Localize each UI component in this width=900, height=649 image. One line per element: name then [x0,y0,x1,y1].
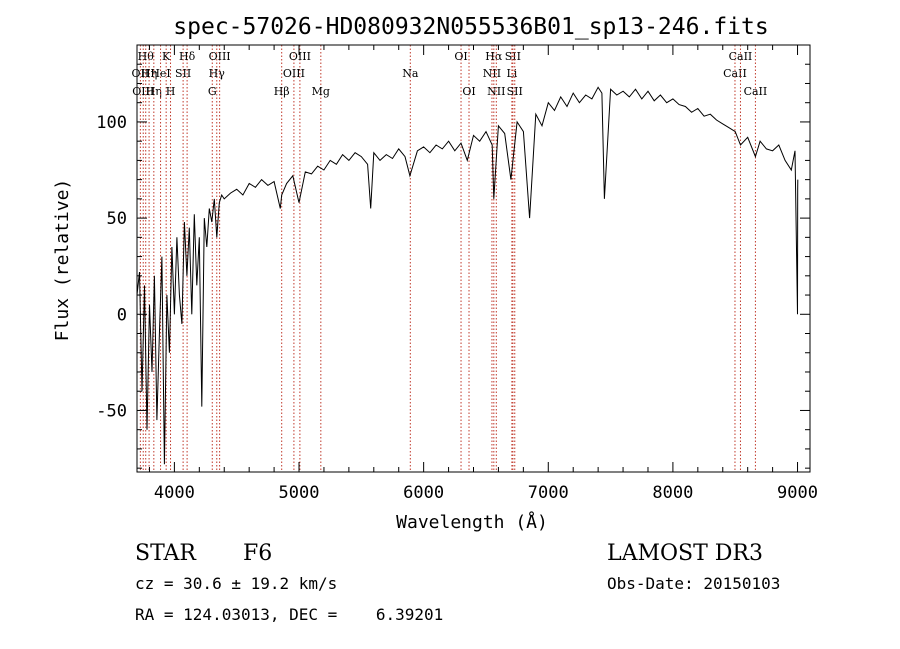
spectral-line-label: SII [175,67,191,80]
spectral-line-label: Hβ [274,85,290,98]
plot-frame [136,44,811,473]
object-class: STAR [135,541,197,566]
spectral-line-label: SII [505,50,521,63]
y-tick-label: 50 [107,209,127,229]
spectral-line-label: HeI [150,67,170,80]
spectral-line-label: CaII [744,85,768,98]
x-tick-label: 9000 [777,483,818,503]
coordinates: RA = 124.03013, DEC = 6.39201 [135,605,443,624]
spectral-lines-layer: OIIOIIIHθHηHηHeIKHSIIHδGHγOIIIHβOIIIOIII… [132,45,768,472]
survey-name: LAMOST DR3 [607,541,763,566]
spectral-line-label: OII [132,67,150,80]
x-axis-label: Wavelength (Å) [396,511,548,533]
x-tick-label: 5000 [279,483,320,503]
spectral-line-label: OIII [289,50,311,63]
spectral-line-label: K [162,50,171,63]
spectral-line-label: NII [483,67,501,80]
spectral-line-label: Li [506,67,517,80]
chart-title: spec-57026-HD080932N055536B01_sp13-246.f… [173,14,768,40]
x-tick-label: 6000 [403,483,444,503]
y-tick-label: 0 [117,305,127,325]
spectral-line-label: SII [507,85,523,98]
flux-series-line [136,86,799,465]
spectral-line-label: Hα [485,50,503,63]
x-tick-label: 7000 [528,483,569,503]
spectral-line-label: CaII [729,50,753,63]
spectral-line-label: Hη [146,85,162,98]
spectral-line-label: OIII [209,50,231,63]
spectral-line-label: Hγ [209,67,226,80]
spectral-line-label: CaII [723,67,747,80]
y-axis-ticks: -50 0 50 100 [96,44,810,469]
x-tick-label: 8000 [652,483,693,503]
series-layer [136,86,799,465]
spectral-line-label: G [208,85,217,98]
spectral-line-label: Na [402,67,419,80]
x-axis-ticks: 4000 5000 6000 7000 8000 9000 [148,45,818,503]
spectral-line-label: OI [454,50,467,63]
y-tick-label: -50 [96,401,127,421]
spectral-line-label: OI [462,85,475,98]
spectral-line-label: H [166,85,176,98]
obs-date: Obs-Date: 20150103 [607,574,780,593]
spectral-line-label: Hθ [138,50,155,63]
spectral-line-label: Mg [312,85,330,98]
object-subclass: F6 [243,541,272,566]
spectral-line-label: Hδ [179,50,196,63]
spectral-line-label: Hη [141,67,157,80]
spectral-line-label: NII [487,85,505,98]
x-tick-label: 4000 [154,483,195,503]
y-axis-label: Flux (relative) [52,179,73,342]
y-tick-label: 100 [96,113,127,133]
redshift-cz: cz = 30.6 ± 19.2 km/s [135,574,337,593]
spectral-line-label: OIII [283,67,305,80]
